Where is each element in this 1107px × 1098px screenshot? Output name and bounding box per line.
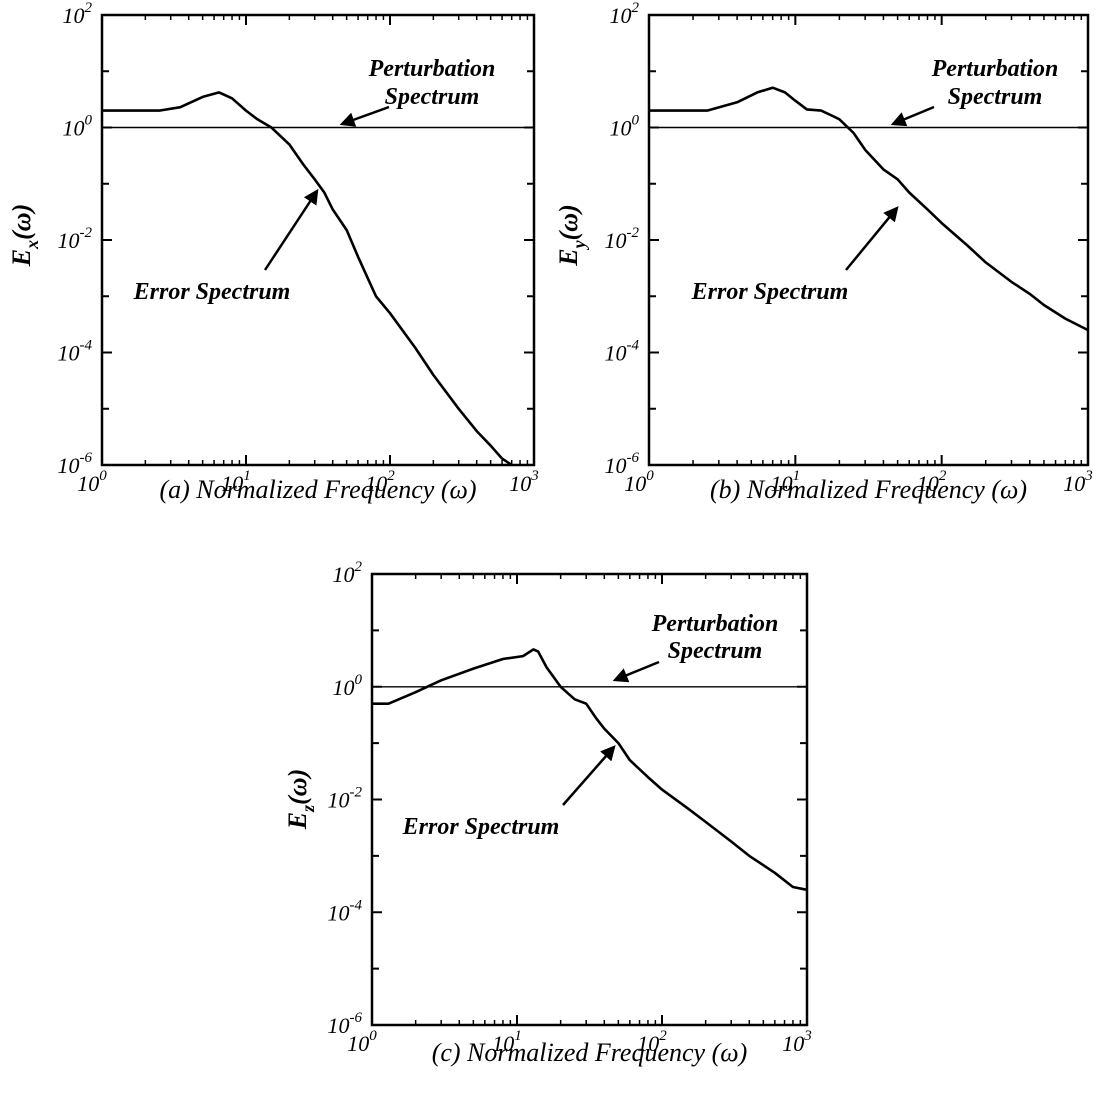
error-label: Error Spectrum: [402, 814, 560, 840]
y-tick-label: 100: [333, 672, 363, 700]
error-spectrum-line: [102, 91, 513, 467]
perturbation-label-2: Spectrum: [668, 638, 763, 664]
x-tick-label: 102: [917, 468, 947, 496]
y-tick-label: 10-4: [328, 897, 363, 925]
y-tick-label: 102: [63, 0, 93, 28]
y-tick-label: 102: [333, 559, 363, 587]
y-tick-label: 102: [610, 0, 640, 28]
y-tick-label: 10-2: [605, 225, 640, 253]
y-axis-label: Ex(ω): [7, 204, 42, 267]
perturbation-arrow: [339, 105, 390, 127]
error-arrow: [845, 206, 899, 271]
y-tick-label: 100: [610, 113, 640, 141]
x-tick-label: 100: [624, 468, 654, 496]
x-tick-label: 101: [771, 468, 801, 496]
x-tick-label: 101: [492, 1028, 522, 1056]
x-tick-label: 102: [637, 1028, 667, 1056]
x-tick-label: 101: [221, 468, 251, 496]
y-tick-label: 10-6: [605, 450, 640, 478]
x-tick-label: 103: [782, 1028, 812, 1056]
x-tick-label: 103: [1063, 468, 1093, 496]
y-tick-label: 10-2: [58, 225, 93, 253]
y-tick-label: 100: [63, 113, 93, 141]
axes-frame: [100, 13, 536, 467]
error-arrow: [263, 188, 319, 271]
x-tick-label: 103: [509, 468, 539, 496]
axes-frame: [647, 13, 1090, 467]
x-tick-label: 100: [77, 468, 107, 496]
x-axis-caption: (b) Normalized Frequency (ω): [710, 475, 1027, 504]
y-tick-label: 10-6: [58, 450, 93, 478]
y-tick-label: 10-4: [58, 338, 93, 366]
y-tick-label: 10-6: [328, 1010, 363, 1038]
y-tick-label: 10-2: [328, 785, 363, 813]
perturbation-label-2: Spectrum: [948, 84, 1043, 110]
perturbation-label-2: Spectrum: [385, 84, 480, 110]
x-axis-caption: (c) Normalized Frequency (ω): [432, 1038, 748, 1067]
perturbation-arrow: [890, 105, 935, 127]
x-tick-label: 100: [347, 1028, 377, 1056]
error-spectrum-line: [649, 86, 1089, 332]
x-tick-label: 102: [365, 468, 395, 496]
error-label: Error Spectrum: [691, 279, 849, 305]
perturbation-arrow: [612, 660, 660, 683]
x-axis-caption: (a) Normalized Frequency (ω): [159, 475, 476, 504]
error-arrow: [562, 745, 616, 806]
y-axis-label: Ey(ω): [554, 204, 589, 266]
error-spectrum-line: [372, 648, 808, 892]
error-label: Error Spectrum: [133, 279, 291, 305]
y-tick-label: 10-4: [605, 338, 640, 366]
y-axis-label: Ez(ω): [283, 769, 318, 830]
perturbation-label: Perturbation: [931, 56, 1059, 82]
perturbation-label: Perturbation: [651, 611, 779, 637]
perturbation-label: Perturbation: [368, 56, 496, 82]
